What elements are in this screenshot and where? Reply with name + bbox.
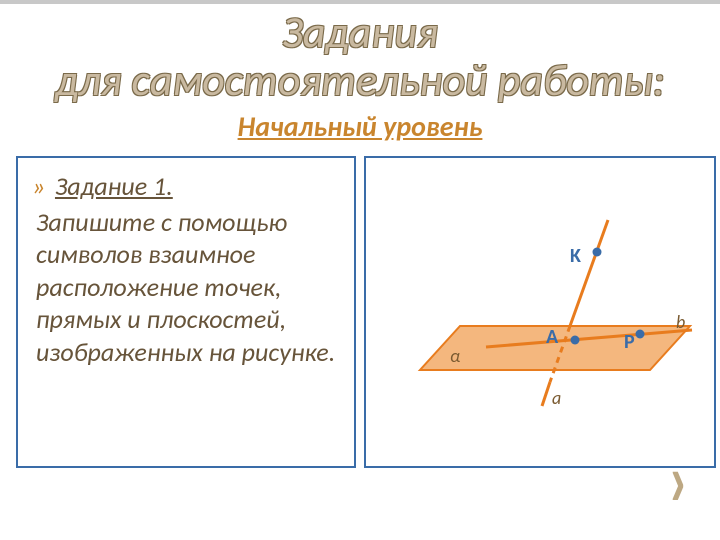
svg-text:b: b xyxy=(676,311,685,333)
bullet-icon: » xyxy=(32,170,45,202)
svg-text:α: α xyxy=(450,345,460,367)
diagram-panel: α b a K A P xyxy=(364,156,716,468)
top-dim-bar xyxy=(0,0,720,4)
main-title: Задания для самостоятельной работы: xyxy=(0,0,720,105)
task-panel: » Задание 1. Запишите с помощью символов… xyxy=(16,156,356,468)
svg-text:K: K xyxy=(570,244,581,268)
svg-text:A: A xyxy=(546,325,559,349)
subtitle: Начальный уровень xyxy=(0,109,720,144)
svg-text:P: P xyxy=(624,330,635,354)
svg-text:a: a xyxy=(552,387,561,409)
task-body: Запишите с помощью символов взаимное рас… xyxy=(36,206,340,369)
geometry-diagram: α b a K A P xyxy=(380,170,700,470)
content-row: » Задание 1. Запишите с помощью символов… xyxy=(16,156,704,468)
title-line-1: Задания xyxy=(0,8,720,56)
next-chevron-icon[interactable]: › xyxy=(671,460,691,508)
task-heading: Задание 1. xyxy=(55,170,173,202)
title-line-2: для самостоятельной работы: xyxy=(0,56,720,104)
